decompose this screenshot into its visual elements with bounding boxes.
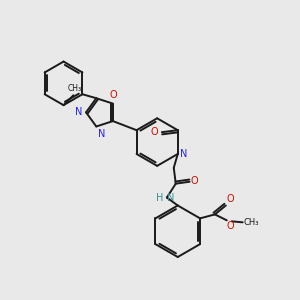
Text: O: O (190, 176, 198, 186)
Text: O: O (109, 90, 117, 100)
Text: N: N (167, 193, 174, 202)
Text: O: O (227, 194, 234, 205)
Text: H: H (157, 193, 164, 202)
Text: O: O (227, 221, 234, 231)
Text: N: N (75, 107, 82, 117)
Text: O: O (150, 127, 158, 137)
Text: N: N (180, 149, 187, 159)
Text: CH₃: CH₃ (244, 218, 259, 227)
Text: CH₃: CH₃ (68, 84, 82, 93)
Text: N: N (98, 130, 106, 140)
